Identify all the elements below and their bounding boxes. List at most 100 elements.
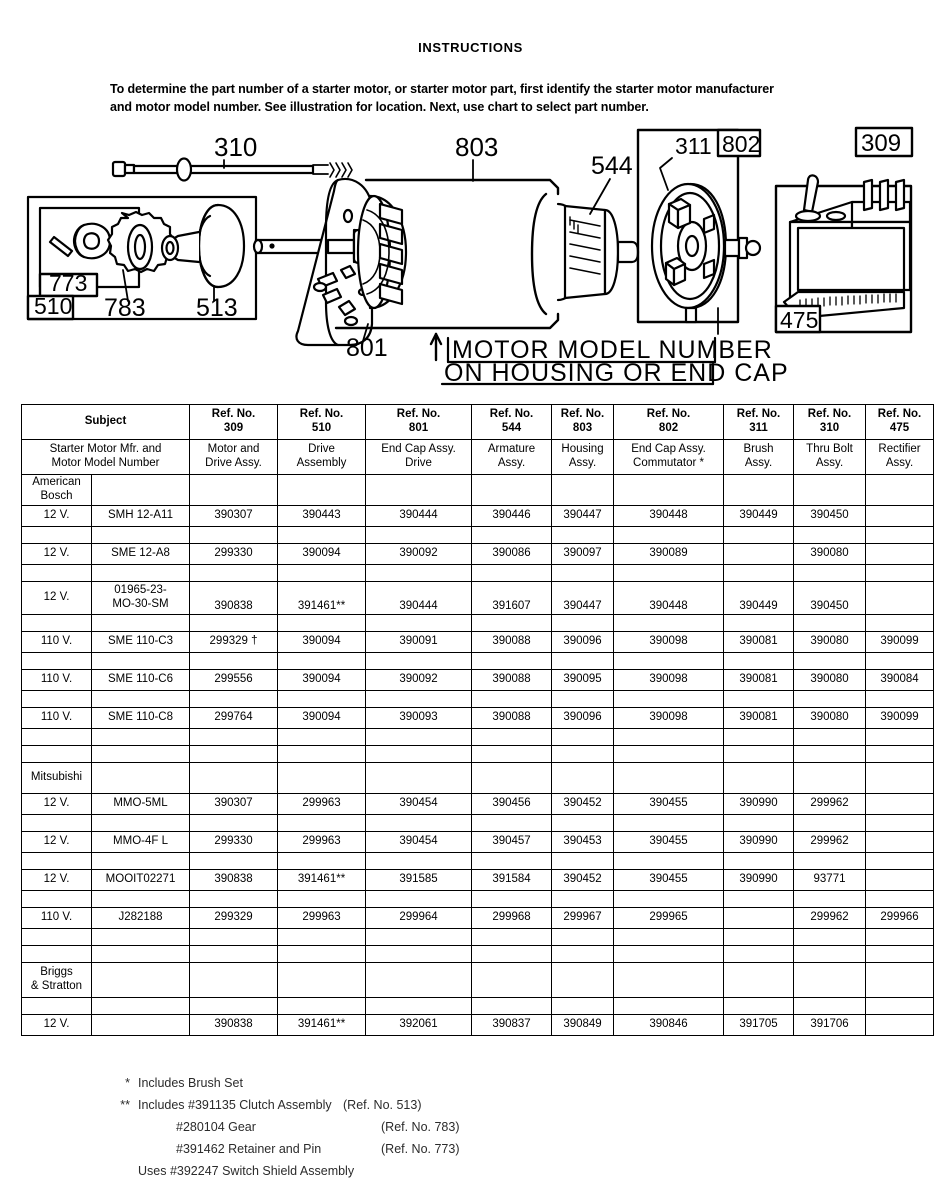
empty-cell <box>90 652 191 670</box>
table-spacer-row <box>21 928 935 946</box>
empty-cell <box>865 690 935 708</box>
footnote-marker: * <box>125 1076 130 1090</box>
header-col-475: Ref. No. 475 <box>865 404 935 440</box>
ref-number: 544 <box>501 422 522 434</box>
empty-cell <box>793 690 867 708</box>
empty-cell <box>21 814 92 832</box>
part-number-cell: 390455 <box>613 793 725 815</box>
part-number-cell <box>865 831 935 853</box>
part-number-cell: 390307 <box>189 793 279 815</box>
model-number-cell: 01965-23- MO-30-SM <box>90 581 191 615</box>
manufacturer-row: American Bosch <box>21 474 935 506</box>
thru-bolt-part <box>111 157 353 182</box>
empty-cell <box>723 745 795 763</box>
header-desc-544: Armature Assy. <box>471 439 553 475</box>
empty-cell <box>90 928 191 946</box>
model-number-cell: SME 12-A8 <box>90 543 191 565</box>
ref-label: Ref. No. <box>299 408 344 421</box>
intro-line-1: To determine the part number of a starte… <box>110 82 774 96</box>
empty-cell <box>365 690 473 708</box>
voltage-cell: 110 V. <box>21 707 92 729</box>
header-desc-311: Brush Assy. <box>723 439 795 475</box>
footnote-ref: (Ref. No. 773) <box>381 1141 460 1156</box>
empty-cell <box>365 474 473 506</box>
annotation-line-2: ON HOUSING OR END CAP <box>444 359 789 386</box>
empty-cell <box>90 852 191 870</box>
voltage-cell: 110 V. <box>21 669 92 691</box>
empty-cell <box>189 962 279 998</box>
part-number-cell: 390450 <box>793 505 867 527</box>
manufacturer-name: Briggs & Stratton <box>21 962 92 998</box>
table-spacer-row <box>21 526 935 544</box>
empty-cell <box>471 564 553 582</box>
part-number-cell: 390088 <box>471 707 553 729</box>
empty-cell <box>723 962 795 998</box>
voltage-cell: 110 V. <box>21 907 92 929</box>
part-number-cell: 390099 <box>865 631 935 653</box>
voltage-cell: 12 V. <box>21 581 92 615</box>
empty-cell <box>365 962 473 998</box>
empty-cell <box>613 614 725 632</box>
empty-cell <box>365 762 473 794</box>
header-desc-510: Drive Assembly <box>277 439 367 475</box>
empty-cell <box>90 690 191 708</box>
ref-number: 311 <box>749 422 768 434</box>
ref-number: 801 <box>408 422 429 434</box>
footnote-line: #391462 Retainer and Pin (Ref. No. 773) <box>100 1139 460 1161</box>
part-number-cell: 390086 <box>471 543 553 565</box>
empty-cell <box>471 652 553 670</box>
empty-cell <box>551 814 615 832</box>
header-desc-803: Housing Assy. <box>551 439 615 475</box>
header-desc-802: End Cap Assy. Commutator * <box>613 439 725 475</box>
part-number-cell: 390098 <box>613 631 725 653</box>
empty-cell <box>793 997 867 1015</box>
part-number-cell: 299556 <box>189 669 279 691</box>
empty-cell <box>277 474 367 506</box>
part-number-cell: 390094 <box>277 669 367 691</box>
empty-cell <box>613 474 725 506</box>
empty-cell <box>865 997 935 1015</box>
empty-cell <box>551 928 615 946</box>
table-spacer-row <box>21 728 935 746</box>
header-col-310: Ref. No. 310 <box>793 404 867 440</box>
empty-cell <box>189 997 279 1015</box>
empty-cell <box>471 526 553 544</box>
desc-line-1: Armature <box>487 443 536 456</box>
footnote-ref: (Ref. No. 513) <box>343 1097 422 1112</box>
empty-cell <box>613 945 725 963</box>
empty-cell <box>189 890 279 908</box>
empty-cell <box>277 814 367 832</box>
header-col-311: Ref. No. 311 <box>723 404 795 440</box>
table-row: 12 V. 01965-23- MO-30-SM 390838 391461** 3904… <box>21 581 935 615</box>
empty-cell <box>723 814 795 832</box>
part-number-cell: 299962 <box>793 831 867 853</box>
empty-cell <box>723 762 795 794</box>
header-col-510: Ref. No. 510 <box>277 404 367 440</box>
desc-line-2: Drive <box>405 457 432 469</box>
empty-cell <box>723 997 795 1015</box>
desc-line-1: End Cap Assy. <box>631 443 706 456</box>
ref-number: 310 <box>819 422 840 434</box>
part-number-cell: 390088 <box>471 631 553 653</box>
empty-cell <box>793 962 867 998</box>
empty-cell <box>471 690 553 708</box>
ref-label: Ref. No. <box>396 408 441 421</box>
intro-line-2: and motor model number. See illustration… <box>110 100 649 115</box>
part-number-cell: 390081 <box>723 669 795 691</box>
empty-cell <box>865 962 935 998</box>
model-number-cell: SME 110-C6 <box>90 669 191 691</box>
part-number-cell: 390990 <box>723 793 795 815</box>
mfr-line-2: & Stratton <box>30 980 83 992</box>
part-number-cell <box>723 543 795 565</box>
empty-cell <box>865 745 935 763</box>
model-number-cell: MOOIT02271 <box>90 869 191 891</box>
empty-cell <box>723 728 795 746</box>
voltage-cell: 12 V. <box>21 543 92 565</box>
model-number-cell: SME 110-C8 <box>90 707 191 729</box>
part-number-cell: 299966 <box>865 907 935 929</box>
empty-cell <box>471 762 553 794</box>
part-number-cell: 390449 <box>723 505 795 527</box>
empty-cell <box>551 526 615 544</box>
empty-cell <box>793 614 867 632</box>
